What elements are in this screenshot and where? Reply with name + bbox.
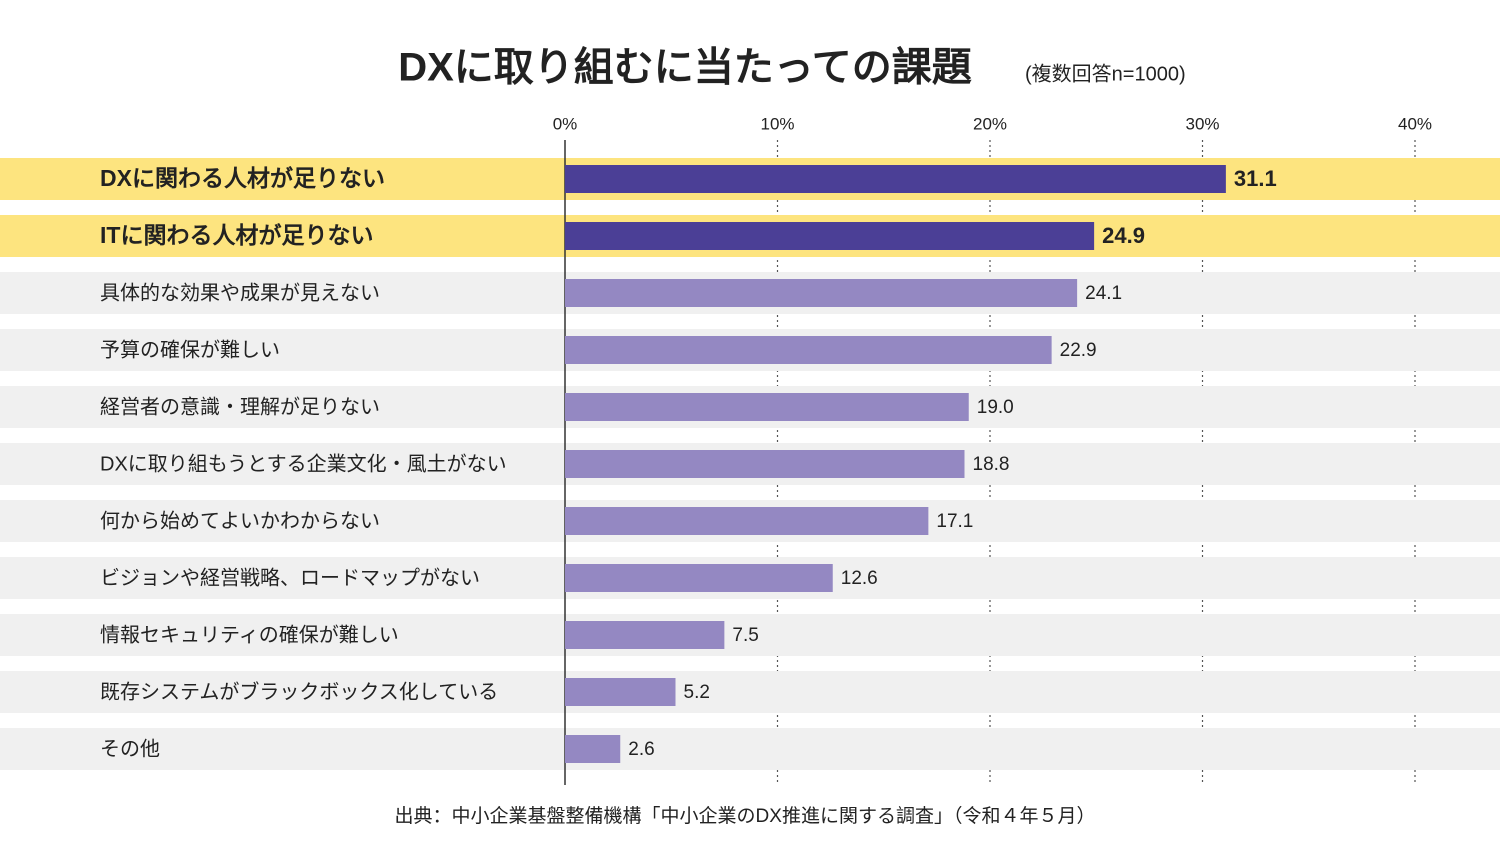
row-band bbox=[0, 671, 1500, 713]
category-label: ITに関わる人材が足りない bbox=[100, 222, 373, 248]
value-label: 7.5 bbox=[732, 625, 758, 646]
value-label: 24.1 bbox=[1085, 283, 1122, 304]
bar bbox=[565, 735, 621, 763]
value-label: 5.2 bbox=[684, 682, 710, 703]
bar bbox=[565, 336, 1052, 364]
value-label: 19.0 bbox=[977, 397, 1014, 418]
bar bbox=[565, 279, 1078, 307]
value-label: 17.1 bbox=[936, 511, 973, 532]
x-tick-label: 0% bbox=[553, 114, 578, 133]
bar bbox=[565, 564, 833, 592]
category-label: ビジョンや経営戦略、ロードマップがない bbox=[100, 566, 480, 589]
bar bbox=[565, 507, 929, 535]
category-label: その他 bbox=[100, 737, 160, 760]
value-label: 2.6 bbox=[628, 739, 654, 760]
category-label: DXに関わる人材が足りない bbox=[100, 165, 385, 191]
category-label: 何から始めてよいかわからない bbox=[100, 509, 380, 532]
chart-subtitle: (複数回答n=1000) bbox=[1025, 62, 1186, 85]
x-tick-label: 30% bbox=[1185, 114, 1219, 133]
category-label: 具体的な効果や成果が見えない bbox=[100, 281, 380, 304]
source-note: 出典：中小企業基盤整備機構「中小企業のDX推進に関する調査」（令和４年５月） bbox=[395, 805, 1096, 827]
row-band bbox=[0, 728, 1500, 770]
category-label: DXに取り組もうとする企業文化・風土がない bbox=[100, 452, 507, 475]
value-label: 12.6 bbox=[841, 568, 878, 589]
category-label: 既存システムがブラックボックス化している bbox=[100, 679, 498, 703]
value-label: 22.9 bbox=[1060, 340, 1097, 361]
category-label: 情報セキュリティの確保が難しい bbox=[100, 623, 399, 646]
value-label: 18.8 bbox=[973, 454, 1010, 475]
bar bbox=[565, 222, 1095, 250]
x-tick-label: 20% bbox=[973, 114, 1007, 133]
category-label: 予算の確保が難しい bbox=[100, 338, 280, 361]
row-band bbox=[0, 614, 1500, 656]
bar bbox=[565, 450, 965, 478]
x-tick-label: 40% bbox=[1398, 114, 1432, 133]
bar bbox=[565, 393, 969, 421]
chart-title: DXに取り組むに当たっての課題 bbox=[398, 46, 972, 90]
bar bbox=[565, 621, 725, 649]
value-label: 24.9 bbox=[1102, 223, 1145, 248]
bar bbox=[565, 165, 1226, 193]
x-tick-label: 10% bbox=[760, 114, 794, 133]
category-label: 経営者の意識・理解が足りない bbox=[100, 395, 380, 418]
value-label: 31.1 bbox=[1234, 166, 1277, 191]
bar bbox=[565, 678, 676, 706]
